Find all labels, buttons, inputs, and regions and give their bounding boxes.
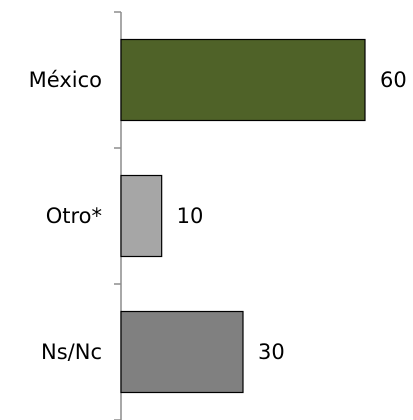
bars (120, 38, 366, 394)
bar-3 (120, 310, 244, 394)
bar-1 (120, 38, 366, 122)
bar-2 (120, 174, 163, 258)
value-label: 10 (177, 204, 204, 228)
category-label: México (29, 68, 102, 92)
category-label: Ns/Nc (41, 340, 102, 364)
category-label: Otro* (46, 204, 102, 228)
category-axis (114, 11, 122, 420)
labels: México 60 Otro* 10 Ns/Nc 30 (29, 68, 407, 364)
value-label: 60 (380, 68, 407, 92)
value-label: 30 (258, 340, 285, 364)
